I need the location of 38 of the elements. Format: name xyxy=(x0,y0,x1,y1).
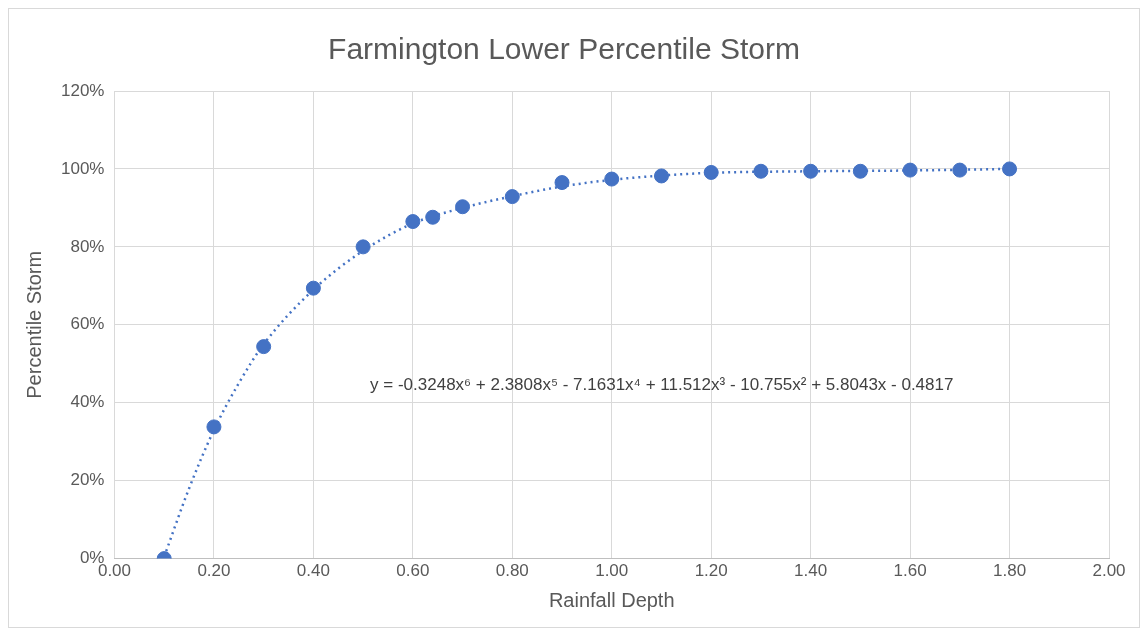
point xyxy=(206,419,222,435)
annotation: y = -0.3248x⁶ + 2.3808x⁵ - 7.1631x⁴ + 11.512x³ - 10.755x² + 5.8043x - 0.4817 xyxy=(370,375,954,395)
y-tick-label: 80% xyxy=(70,236,105,256)
point xyxy=(653,168,669,184)
chart-title: Farmington Lower Percentile Storm xyxy=(328,32,800,66)
point xyxy=(504,189,520,205)
point xyxy=(305,280,321,296)
point xyxy=(455,199,471,215)
point xyxy=(604,171,620,187)
point xyxy=(1002,161,1018,177)
x-tick-label: 1.80 xyxy=(993,561,1027,581)
x-tick-label: 1.60 xyxy=(893,561,927,581)
x-tick-label: 0.60 xyxy=(396,561,430,581)
x-tick-label: 1.00 xyxy=(595,561,629,581)
point xyxy=(405,214,421,230)
y-tick-label: 100% xyxy=(61,158,105,178)
x-tick-label: 1.20 xyxy=(694,561,728,581)
y-tick-label: 60% xyxy=(70,314,105,334)
x-tick-label: 1.40 xyxy=(794,561,828,581)
point xyxy=(256,339,272,355)
y-axis-title: Percentile Storm xyxy=(22,250,45,399)
x-tick-label: 0.40 xyxy=(296,561,330,581)
point xyxy=(554,175,570,191)
point xyxy=(952,162,968,178)
y-tick-label: 120% xyxy=(61,80,105,100)
y-tick-label: 20% xyxy=(70,470,105,490)
x-tick-label: 2.00 xyxy=(1092,561,1126,581)
x-tick-label: 0.80 xyxy=(495,561,529,581)
x-tick-label: 0.20 xyxy=(197,561,231,581)
point xyxy=(803,163,819,179)
point xyxy=(425,209,441,225)
point xyxy=(753,163,769,179)
x-axis-title: Rainfall Depth xyxy=(548,588,675,611)
point xyxy=(902,162,918,178)
point xyxy=(703,164,719,180)
point xyxy=(852,163,868,179)
y-tick-label: 40% xyxy=(70,392,105,412)
point xyxy=(355,239,371,255)
